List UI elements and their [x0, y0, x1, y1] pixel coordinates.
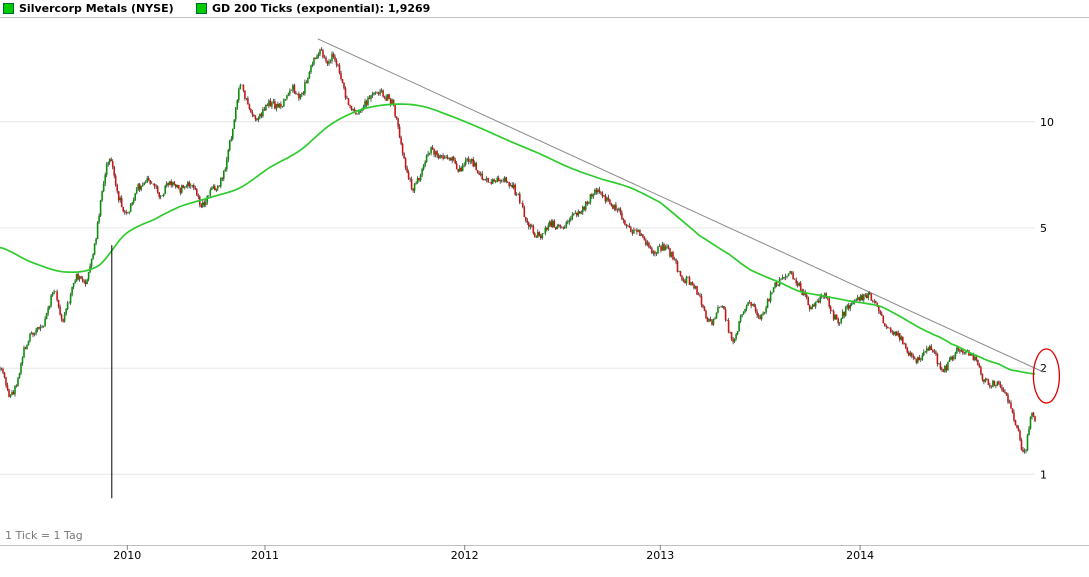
- legend-item-ema: GD 200 Ticks (exponential): 1,9269: [196, 2, 430, 15]
- ema-series-label: GD 200 Ticks (exponential): 1,9269: [212, 2, 431, 15]
- ema-series-swatch-icon: [196, 3, 207, 14]
- x-axis-label: 2013: [646, 549, 674, 562]
- price-series-label: Silvercorp Metals (NYSE): [19, 2, 174, 15]
- highlight-ellipse: [1032, 348, 1061, 404]
- tick-scale-note: 1 Tick = 1 Tag: [5, 529, 83, 542]
- y-axis-label: 10: [1040, 116, 1054, 129]
- y-axis-label: 2: [1040, 362, 1047, 375]
- y-axis-label: 1: [1040, 468, 1047, 481]
- x-axis-label: 2011: [251, 549, 279, 562]
- x-axis-label: 2010: [113, 549, 141, 562]
- ema-line: [0, 103, 1036, 375]
- price-series-swatch-icon: [3, 3, 14, 14]
- y-axis-label: 5: [1040, 222, 1047, 235]
- x-axis: 2010 2011 2012 2013 2014: [113, 545, 874, 562]
- y-axis: 10 5 2 1: [1040, 116, 1054, 481]
- x-axis-label: 2012: [451, 549, 479, 562]
- candlesticks: [0, 47, 1036, 454]
- gridlines: [0, 121, 1035, 475]
- legend-item-price: Silvercorp Metals (NYSE): [3, 2, 174, 15]
- x-axis-label: 2014: [846, 549, 874, 562]
- downtrend-line: [317, 38, 1044, 373]
- legend: Silvercorp Metals (NYSE) GD 200 Ticks (e…: [0, 0, 1089, 17]
